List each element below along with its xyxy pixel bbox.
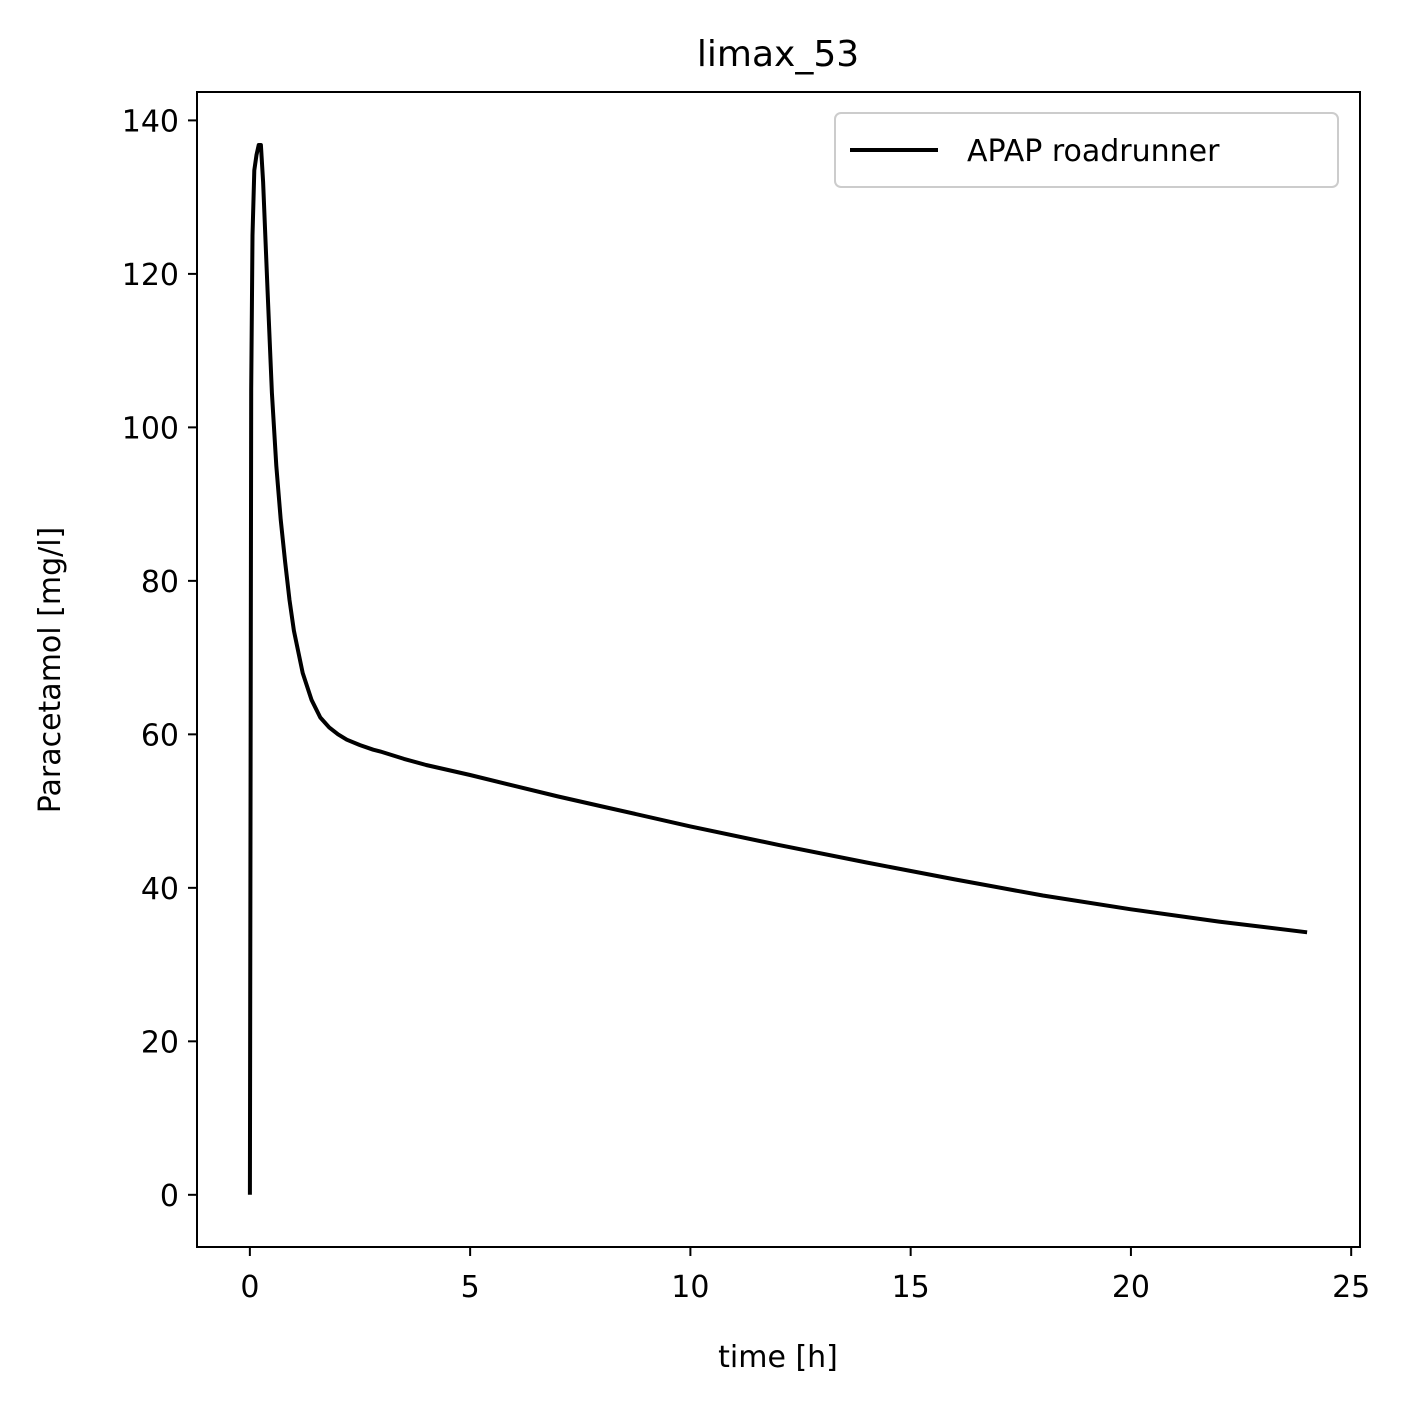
- chart-title: limax_53: [697, 34, 859, 75]
- x-tick-label: 25: [1332, 1270, 1370, 1305]
- x-tick-label: 5: [461, 1270, 480, 1305]
- y-axis: 0 20 40 60 80 100 120 140: [122, 104, 197, 1214]
- y-tick-label: 60: [141, 718, 179, 753]
- y-axis-label: Paracetamol [mg/l]: [33, 527, 68, 814]
- y-tick-label: 80: [141, 565, 179, 600]
- legend-label: APAP roadrunner: [967, 134, 1220, 169]
- x-tick-label: 20: [1112, 1270, 1150, 1305]
- y-tick-label: 120: [122, 258, 179, 293]
- series-line: [247, 143, 1308, 1195]
- plot-area: [247, 143, 1308, 1195]
- x-tick-label: 15: [892, 1270, 930, 1305]
- y-tick-label: 40: [141, 872, 179, 907]
- y-tick-label: 20: [141, 1025, 179, 1060]
- x-tick-label: 0: [240, 1270, 259, 1305]
- y-tick-label: 100: [122, 411, 179, 446]
- plot-frame: [196, 91, 1361, 1248]
- y-tick-label: 0: [160, 1179, 179, 1214]
- legend: APAP roadrunner: [834, 112, 1339, 188]
- x-tick-label: 10: [671, 1270, 709, 1305]
- x-axis-label: time [h]: [718, 1340, 838, 1375]
- x-axis: 0 5 10 15 20 25: [240, 1247, 1370, 1305]
- y-tick-label: 140: [122, 104, 179, 139]
- legend-box: [834, 112, 1339, 188]
